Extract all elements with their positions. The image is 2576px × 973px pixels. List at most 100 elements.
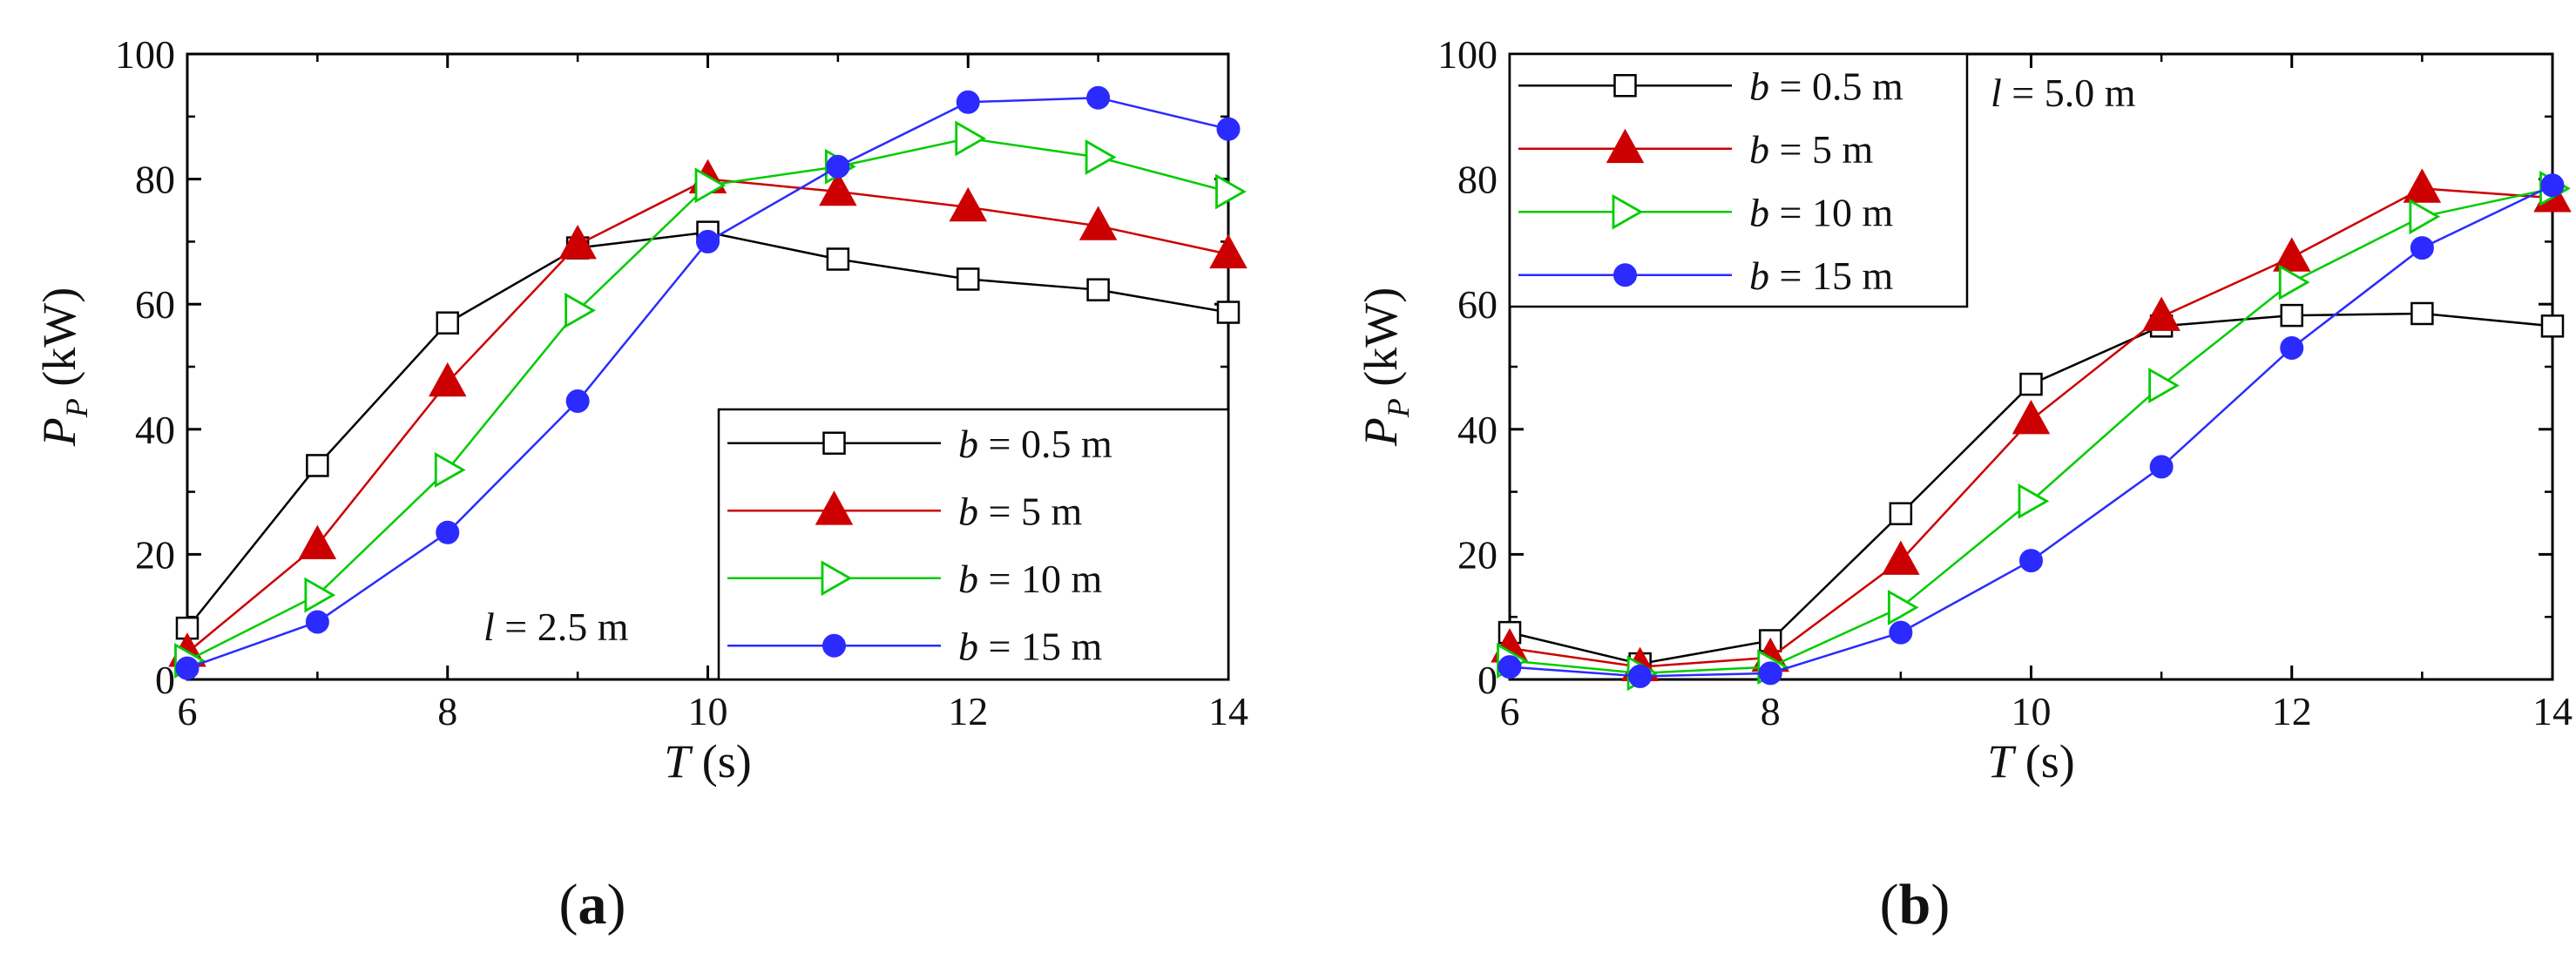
annotation-var: l [1991,71,2002,115]
legend-var: b [958,422,978,466]
data-point [565,292,596,328]
annotation: l = 2.5 m [483,605,629,649]
x-tick-label: 14 [2532,689,2573,733]
series-3 [175,85,1241,680]
data-point [2409,199,2441,235]
legend-label: b = 10 m [958,557,1102,601]
y-tick-label: 100 [115,32,175,77]
data-point [1498,655,1522,679]
legend-marker [1612,193,1644,230]
data-point [956,90,980,114]
data-point [436,520,460,544]
data-point [1209,233,1247,269]
x-tick-label: 8 [1761,689,1781,733]
data-point [1889,502,1913,525]
data-point [826,247,850,271]
x-axis-unit: (s) [690,735,751,787]
panel-label: (b) [1880,873,1951,936]
legend-label: b = 5 m [958,489,1082,533]
legend-value: = 0.5 m [978,422,1112,466]
data-point [2011,399,2051,435]
data-point [957,267,980,291]
legend-marker [821,560,853,597]
legend: b = 0.5 mb = 5 mb = 10 mb = 15 m [1508,52,1969,308]
data-point [1887,590,1919,625]
annotation-var: l [483,605,495,649]
series-line [1509,312,2553,666]
panel-label-close: ) [1930,873,1950,936]
legend-marker [815,490,854,525]
chart-panel-a: 6 8 10 12 14 0 20 40 60 80 100 T (s) PP (kW) b = 0.5 … [33,32,1248,936]
data-point [1086,85,1111,110]
legend-var: b [958,624,978,668]
legend-var: b [1749,190,1769,234]
data-point [436,311,459,334]
y-axis-var: P [33,417,85,447]
legend-box [1508,52,1969,308]
data-point [306,454,329,477]
x-tick-label: 12 [2272,689,2312,733]
legend-var: b [1749,253,1769,298]
y-axis-subscript: P [59,398,94,418]
legend-marker [822,431,846,455]
y-axis-title: PP (kW) [33,287,94,447]
data-point [1216,117,1241,141]
x-axis-title: T (s) [664,735,752,787]
x-axis-title: T (s) [1987,735,2075,787]
legend-value: = 15 m [978,624,1102,668]
data-point [2410,236,2434,260]
y-tick-label: 20 [135,532,175,577]
x-tick-label: 10 [688,689,728,733]
data-point [2540,314,2565,338]
legend-label: b = 10 m [1749,190,1893,234]
data-point [304,577,336,613]
legend-var: b [1749,64,1769,108]
legend-value: = 5 m [1769,127,1873,172]
y-axis-title: PP (kW) [1355,287,1416,447]
annotation-value: = 5.0 m [2002,71,2136,115]
legend-var: b [958,489,978,533]
legend-label: b = 15 m [958,624,1102,668]
data-point [1758,661,1782,686]
x-axis-unit: (s) [2013,735,2074,787]
data-point [2142,296,2180,331]
panel-label-open: ( [1880,873,1899,936]
y-tick-label: 0 [1477,658,1498,702]
y-axis-unit: (kW) [33,287,85,398]
y-axis-subscript: P [1381,398,1416,418]
data-point [2278,264,2310,301]
legend-marker [1606,128,1645,164]
y-axis-unit: (kW) [1355,287,1407,398]
data-point [305,610,329,634]
legend-value: = 10 m [1769,190,1893,234]
data-point [1085,139,1117,175]
y-tick-label: 40 [135,408,175,452]
x-axis-var: T [1987,735,2017,787]
data-point [949,186,987,222]
panel-label: (a) [559,873,626,936]
data-point [819,171,857,206]
data-point [2019,372,2043,396]
data-point [2280,303,2303,328]
y-tick-label: 20 [1457,532,1498,577]
panel-label-letter: a [578,873,607,936]
data-point [2148,368,2180,403]
legend-marker [1613,263,1637,287]
legend-label: b = 15 m [1749,253,1893,298]
y-axis-var: P [1355,417,1407,447]
data-point [1078,206,1118,240]
legend-label: b = 0.5 m [958,422,1112,466]
x-tick-label: 6 [178,689,198,733]
data-point [955,120,987,157]
y-tick-label: 0 [155,658,175,702]
data-point [2019,549,2043,573]
data-point [434,452,466,488]
panel-label-close: ) [607,873,626,936]
data-point [1628,664,1653,688]
legend-box [717,408,1230,681]
legend-value: = 15 m [1769,253,1893,298]
data-point [1215,173,1247,210]
y-tick-label: 60 [1457,282,1498,327]
data-point [2403,168,2442,203]
legend-var: b [1749,127,1769,172]
